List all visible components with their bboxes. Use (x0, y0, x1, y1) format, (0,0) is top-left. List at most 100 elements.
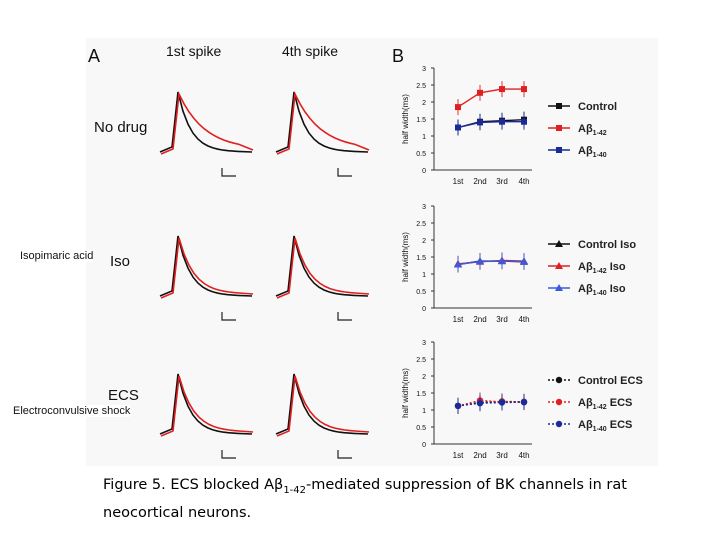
legend-marker (556, 103, 562, 109)
y-tick-label: 1 (422, 408, 426, 415)
trace-control (159, 91, 253, 153)
x-tick-label: 2nd (473, 177, 486, 186)
legend-marker (555, 284, 563, 291)
annotation-electroconvulsive-shock: Electroconvulsive shock (13, 405, 131, 417)
data-point (477, 89, 483, 96)
y-tick-label: 3 (422, 66, 426, 73)
data-point (455, 104, 461, 111)
col1-title: 1st spike (166, 43, 221, 59)
legend-marker (555, 420, 563, 428)
data-point (454, 402, 462, 410)
legend-marker (555, 398, 563, 406)
series-line (457, 119, 525, 129)
scale-bar (221, 168, 236, 177)
legend-marker (556, 147, 562, 153)
series-line (457, 260, 525, 266)
legend-marker (555, 240, 563, 247)
y-tick-label: 0.5 (416, 289, 426, 296)
legend-label: Control Iso (578, 239, 636, 251)
data-point (498, 399, 506, 406)
caption-prefix: Figure 5. ECS blocked A (103, 477, 275, 493)
y-tick-label: 0.5 (416, 425, 426, 432)
figure-caption: Figure 5. ECS blocked Aβ1-42-mediated su… (103, 474, 663, 524)
data-point (476, 257, 484, 265)
y-tick-label: 1.5 (416, 391, 426, 398)
scale-bar (337, 312, 352, 321)
legend-label: Control (578, 101, 617, 113)
series-line (457, 400, 525, 407)
data-point (520, 257, 528, 265)
data-point (454, 260, 462, 268)
y-axis-label: half width(ms) (401, 368, 410, 418)
legend-label: Control ECS (578, 375, 643, 387)
data-point (477, 119, 483, 126)
y-tick-label: 0 (422, 168, 426, 175)
data-point (521, 118, 527, 125)
y-tick-label: 1.5 (416, 255, 426, 262)
trace-control (159, 235, 253, 297)
figure-image: A 1st spike 4th spike No drug Iso ECS B … (86, 38, 658, 466)
scale-bar (221, 312, 236, 321)
y-axis-label: half width(ms) (401, 232, 410, 282)
y-tick-label: 1 (422, 272, 426, 279)
col2-title: 4th spike (282, 43, 338, 59)
y-tick-label: 2.5 (416, 221, 426, 228)
trace-abeta (160, 237, 254, 299)
caption-sub: 1-42 (283, 484, 307, 496)
trace-abeta (276, 91, 370, 155)
y-tick-label: 3 (422, 340, 426, 347)
data-point (499, 118, 505, 125)
y-tick-label: 0 (422, 306, 426, 313)
data-point (520, 398, 528, 406)
data-point (455, 124, 461, 131)
y-tick-label: 2.5 (416, 83, 426, 90)
panel-a-letter: A (88, 46, 100, 66)
data-point (499, 86, 505, 93)
trace-control (159, 373, 253, 435)
y-tick-label: 2 (422, 374, 426, 381)
data-point (498, 257, 506, 265)
y-tick-label: 2.5 (416, 357, 426, 364)
trace-abeta (276, 237, 370, 299)
x-tick-label: 3rd (496, 451, 508, 460)
legend-label: Aβ1-40 Iso (578, 283, 626, 297)
annotation-isopimaric-acid: Isopimaric acid (20, 250, 94, 262)
legend-marker (555, 376, 563, 384)
legend-label: Aβ1-42 Iso (578, 261, 626, 275)
row-label-iso: Iso (110, 253, 130, 270)
x-tick-label: 3rd (496, 177, 508, 186)
x-tick-label: 1st (453, 451, 464, 460)
x-tick-label: 4th (518, 315, 529, 324)
row-label-nodrug: No drug (94, 119, 147, 136)
caption-suffix: -mediated suppression of BK channels in … (306, 477, 627, 493)
trace-control (275, 91, 369, 153)
x-tick-label: 4th (518, 451, 529, 460)
scale-bar (221, 450, 236, 459)
legend-marker (555, 262, 563, 269)
y-tick-label: 3 (422, 204, 426, 211)
y-tick-label: 2 (422, 238, 426, 245)
y-tick-label: 2 (422, 100, 426, 107)
panel-b-letter: B (392, 46, 404, 66)
data-point (476, 400, 484, 407)
legend-label: Aβ1-42 (578, 123, 607, 137)
x-tick-label: 2nd (473, 315, 486, 324)
x-tick-label: 1st (453, 315, 464, 324)
data-point (521, 86, 527, 93)
y-tick-label: 0.5 (416, 151, 426, 158)
legend-label: Aβ1-42 ECS (578, 397, 632, 411)
series-line (457, 399, 524, 407)
trace-control (275, 373, 369, 435)
y-tick-label: 1.5 (416, 117, 426, 124)
legend-label: Aβ1-40 ECS (578, 419, 632, 433)
trace-control (275, 235, 369, 297)
x-tick-label: 1st (453, 177, 464, 186)
series-line (457, 88, 524, 108)
scale-bar (337, 450, 352, 459)
scale-bar (337, 168, 352, 177)
series-line (457, 120, 524, 129)
y-tick-label: 1 (422, 134, 426, 141)
legend-marker (556, 125, 562, 131)
figure-svg: A 1st spike 4th spike No drug Iso ECS B … (88, 43, 643, 460)
x-tick-label: 4th (518, 177, 529, 186)
